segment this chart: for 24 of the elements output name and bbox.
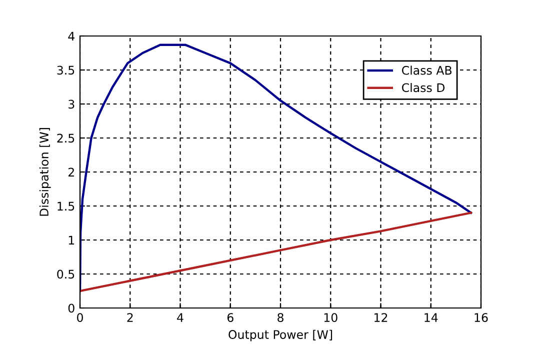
y-tick-label: 0 bbox=[68, 304, 74, 313]
x-tick-label: 4 bbox=[177, 313, 184, 322]
y-tick-label: 2 bbox=[68, 168, 74, 176]
x-tick-label: 6 bbox=[227, 313, 234, 322]
y-tick-label: 3 bbox=[68, 100, 74, 109]
legend-label: Class D bbox=[402, 82, 445, 92]
x-tick-label: 2 bbox=[127, 313, 133, 322]
x-tick-label: 14 bbox=[424, 313, 438, 322]
line-series bbox=[80, 212, 472, 292]
x-tick-label: 16 bbox=[474, 313, 488, 322]
legend-label: Class AB bbox=[402, 66, 452, 75]
y-tick-label: 1.5 bbox=[58, 202, 74, 211]
y-tick-label: 0.5 bbox=[57, 270, 74, 279]
x-tick-label: 12 bbox=[374, 313, 388, 322]
x-tick-label: 10 bbox=[324, 313, 338, 322]
line-series bbox=[80, 44, 472, 292]
x-tick-label: 8 bbox=[278, 313, 284, 322]
y-tick-label: 3.5 bbox=[57, 66, 74, 75]
y-tick-label: 4 bbox=[68, 32, 74, 40]
y-axis-title: Dissipation [W] bbox=[39, 128, 51, 216]
y-tick-label: 1 bbox=[68, 236, 74, 244]
x-axis-title: Output Power [W] bbox=[228, 330, 332, 342]
x-tick-label: 0 bbox=[77, 313, 83, 322]
y-tick-label: 2.5 bbox=[57, 134, 74, 143]
